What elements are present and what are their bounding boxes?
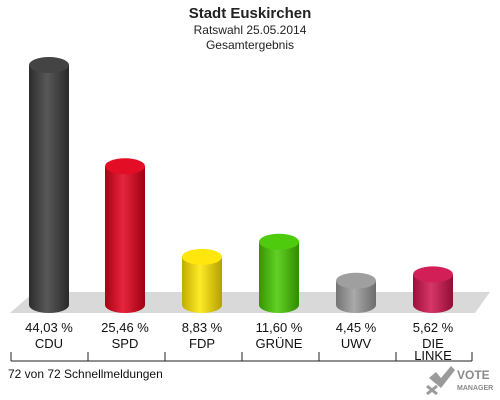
bar-die-linke (413, 266, 453, 313)
bar-spd (105, 158, 145, 313)
bar-body (182, 256, 222, 313)
value-label: 5,62 % (413, 320, 454, 335)
category-label: GRÜNE (256, 336, 303, 351)
value-label: 11,60 % (256, 320, 303, 335)
vote-checkmark-icon (426, 366, 455, 396)
category-label: CDU (35, 336, 63, 351)
bar-cdu (29, 57, 69, 313)
bar-fdp (182, 248, 222, 313)
logo-line1: VOTE (457, 368, 490, 382)
bar-top (29, 57, 69, 73)
bar-top (336, 272, 376, 289)
category-label: LINKE (414, 348, 452, 363)
value-label: 25,46 % (101, 320, 149, 335)
bar-top (105, 158, 145, 175)
bar-body (105, 166, 145, 313)
bar-body (29, 65, 69, 313)
value-label: 44,03 % (25, 320, 73, 335)
bar-top (413, 266, 453, 283)
value-label: 4,45 % (336, 320, 377, 335)
footer-status: 72 von 72 Schnellmeldungen (8, 367, 163, 381)
chart-subtitle-2: Gesamtergebnis (205, 38, 295, 52)
bar-top (182, 248, 222, 265)
bar-body (336, 280, 376, 313)
category-label: UWV (341, 336, 372, 351)
labels-group: 44,03 %CDU 25,46 %SPD 8,83 %FDP 11,60 %GRÜN… (25, 320, 454, 363)
category-axis (10, 352, 473, 362)
category-label: SPD (112, 336, 139, 351)
vote-manager-logo: VOTE MANAGER (426, 366, 493, 396)
bar-top (259, 233, 299, 250)
logo-line2: MANAGER (457, 385, 493, 392)
bar-grüne (259, 233, 299, 313)
category-label: FDP (189, 336, 215, 351)
bar-body (413, 274, 453, 313)
value-label: 8,83 % (182, 320, 223, 335)
bars-group (29, 57, 453, 313)
chart-subtitle: Ratswahl 25.05.2014 (193, 23, 307, 37)
bar-body (259, 241, 299, 313)
chart-title: Stadt Euskirchen (188, 5, 312, 22)
chart-header: Stadt Euskirchen Ratswahl 25.05.2014 Ges… (0, 5, 500, 53)
category-label: DIE (422, 336, 444, 351)
bar-uwv (336, 272, 376, 313)
